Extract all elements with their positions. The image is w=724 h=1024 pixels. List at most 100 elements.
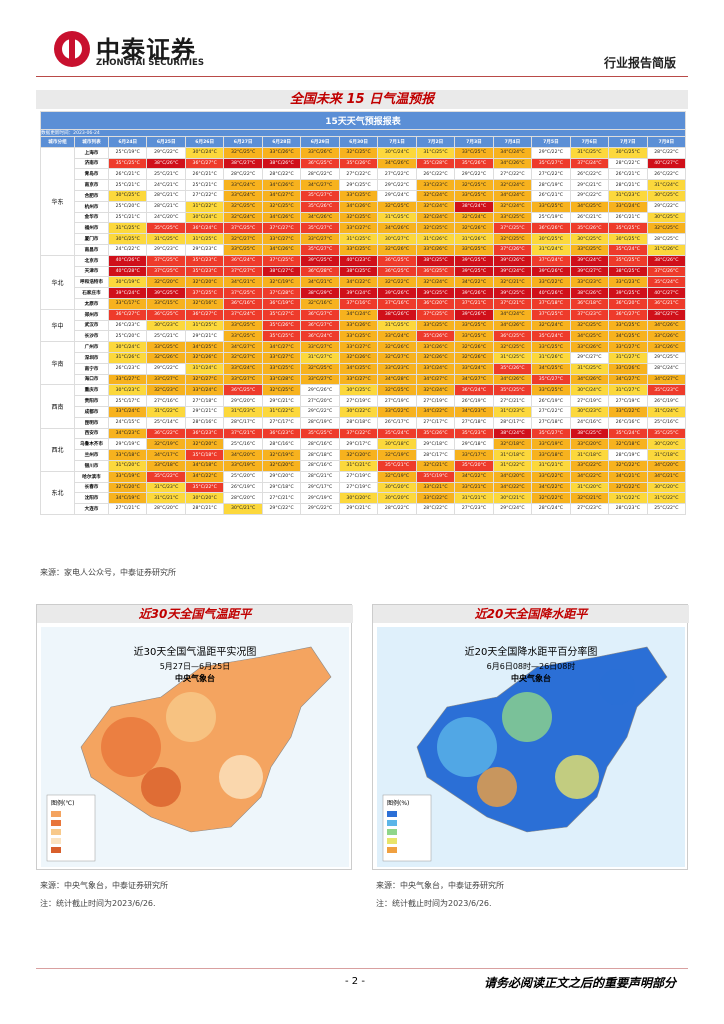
temp-cell: 38°C/24°C [454, 200, 494, 213]
city-row: 贵阳市 25°C/17°C 27°C/16°C 27°C/18°C 29°C/20°C 2… [41, 395, 687, 407]
temp-cell: 34°C/24°C [492, 189, 533, 202]
temp-cell: 33°C/25°C [223, 319, 263, 332]
city-name: 厦门市 [74, 233, 109, 245]
group-name: 东北 [40, 470, 75, 515]
date-header: 7月7日 [608, 136, 648, 148]
temp-cell: 33°C/25°C [223, 243, 263, 256]
temp-cell: 33°C/25°C [338, 189, 379, 202]
temp-cell: 32°C/25°C [492, 341, 533, 353]
temp-cell: 28°C/22°C [300, 168, 340, 181]
temp-cell: 33°C/25°C [569, 243, 610, 256]
map-period: 6月6日08时—26日08时 [487, 661, 576, 671]
temp-cell: 26°C/17°C [377, 416, 417, 429]
temp-cell: 36°C/27°C [107, 308, 148, 321]
temp-cell: 30°C/25°C [608, 146, 648, 159]
date-header: 7月8日 [646, 136, 687, 148]
city-row: 兰州市 33°C/18°C 34°C/17°C 35°C/18°C 34°C/20°C 3… [41, 449, 687, 461]
temp-cell: 31°C/20°C [569, 481, 610, 494]
temp-cell: 34°C/22°C [531, 481, 571, 494]
temp-cell: 26°C/19°C [223, 481, 263, 494]
temp-cell: 34°C/27°C [300, 179, 340, 191]
temp-cell: 29°C/21°C [261, 395, 302, 407]
temp-cell: 34°C/26°C [261, 179, 302, 191]
temp-cell: 33°C/26°C [338, 319, 379, 332]
temp-cell: 25°C/21°C [107, 179, 148, 191]
temp-cell: 32°C/19°C [261, 276, 302, 289]
temp-cell: 37°C/27°C [261, 222, 302, 235]
temp-cell: 29°C/22°C [146, 146, 186, 159]
temp-cell: 25°C/21°C [146, 330, 186, 343]
temp-cell: 35°C/24°C [531, 330, 571, 343]
group-name: 西北 [40, 427, 75, 472]
temp-cell: 36°C/25°C [415, 265, 456, 278]
temp-cell: 27°C/19°C [377, 395, 417, 407]
temp-cell: 30°C/21°C [492, 492, 533, 505]
temp-cell: 28°C/17°C [223, 416, 263, 429]
temp-cell: 33°C/22°C [531, 470, 571, 483]
city-name: 济南市 [74, 157, 109, 170]
temp-cell: 39°C/27°C [569, 265, 610, 278]
temp-cell: 26°C/21°C [531, 189, 571, 202]
temp-cell: 38°C/25°C [415, 254, 456, 267]
temp-cell: 31°C/18°C [646, 449, 687, 461]
temp-cell: 39°C/26°C [531, 265, 571, 278]
temp-cell: 33°C/27°C [261, 351, 302, 364]
temp-cell: 28°C/22°C [608, 157, 648, 170]
temp-cell: 34°C/20°C [492, 470, 533, 483]
temp-cell: 37°C/25°C [492, 222, 533, 235]
temp-cell: 31°C/21°C [338, 459, 379, 472]
temp-cell: 27°C/22°C [338, 168, 379, 181]
temp-cell: 36°C/23°C [184, 427, 225, 440]
date-header: 7月3日 [454, 136, 494, 148]
temp-cell: 32°C/25°C [300, 362, 340, 375]
temp-cell: 37°C/25°C [146, 265, 186, 278]
temp-cell: 33°C/26°C [261, 146, 302, 159]
temp-cell: 35°C/26°C [415, 330, 456, 343]
temp-cell: 39°C/25°C [146, 287, 186, 299]
temp-cell: 32°C/21°C [415, 459, 456, 472]
temp-cell: 30°C/20°C [646, 481, 687, 494]
temp-cell: 28°C/21°C [300, 470, 340, 483]
temp-cell: 32°C/27°C [223, 351, 263, 364]
city-row: 呼和浩特市 30°C/19°C 32°C/20°C 32°C/20°C 34°C/21°… [41, 276, 687, 289]
temp-cell: 27°C/18°C [454, 416, 494, 429]
temp-cell: 31°C/24°C [646, 405, 687, 418]
temp-cell: 26°C/21°C [107, 168, 148, 181]
temp-cell: 35°C/23°C [184, 254, 225, 267]
date-header: 7月5日 [531, 136, 571, 148]
temp-cell: 33°C/25°C [454, 189, 494, 202]
temp-cell: 36°C/27°C [300, 319, 340, 332]
temp-cell: 30°C/20°C [377, 481, 417, 494]
temp-cell: 32°C/25°C [261, 200, 302, 213]
temp-cell: 36°C/19°C [261, 297, 302, 310]
temp-cell: 32°C/16°C [300, 297, 340, 310]
temp-cell: 33°C/27°C [223, 373, 263, 386]
city-name: 大连市 [74, 503, 109, 515]
temp-cell: 34°C/28°C [377, 373, 417, 386]
temp-cell: 40°C/27°C [646, 287, 687, 299]
temp-cell: 29°C/22°C [146, 362, 186, 375]
temp-cell: 27°C/21°C [261, 492, 302, 505]
temp-cell: 31°C/25°C [569, 362, 610, 375]
temp-cell: 38°C/26°C [646, 254, 687, 267]
temp-cell: 26°C/16°C [608, 416, 648, 429]
temp-cell: 25°C/21°C [184, 179, 225, 191]
temp-cell: 32°C/25°C [454, 179, 494, 191]
logo-mark [54, 31, 90, 67]
temp-cell: 36°C/25°C [492, 330, 533, 343]
temp-cell: 30°C/23°C [107, 384, 148, 397]
temp-cell: 32°C/24°C [223, 211, 263, 224]
city-name: 西安市 [74, 427, 109, 440]
city-name: 福州市 [74, 222, 109, 235]
temp-cell: 33°C/25°C [608, 319, 648, 332]
temp-cell: 34°C/21°C [300, 276, 340, 289]
temp-cell: 31°C/27°C [608, 351, 648, 364]
temp-cell: 28°C/16°C [300, 438, 340, 451]
city-row: 石家庄市 39°C/24°C 39°C/25°C 37°C/25°C 37°C/25°C… [41, 287, 687, 299]
temp-cell: 35°C/26°C [300, 200, 340, 213]
temp-cell: 30°C/21°C [223, 503, 263, 515]
temp-cell: 35°C/25°C [300, 427, 340, 440]
temp-cell: 33°C/19°C [531, 438, 571, 451]
temp-cell: 37°C/25°C [261, 254, 302, 267]
temp-cell: 33°C/22°C [608, 405, 648, 418]
